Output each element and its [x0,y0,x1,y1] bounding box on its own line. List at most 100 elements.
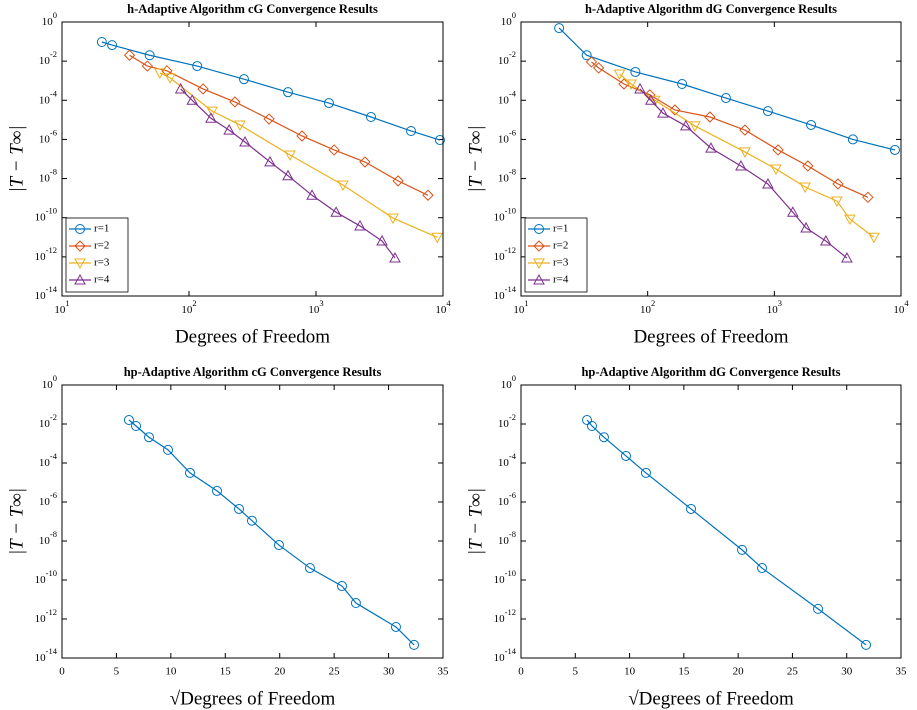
tick-exponent: -6 [509,127,516,137]
marker [813,603,824,614]
tick-label: 0 [59,666,65,678]
marker [757,563,768,574]
tick-base: 10 [498,172,510,184]
x-axis-label: Degrees of Freedom [633,326,788,347]
marker [705,142,717,153]
x-axis-label: √Degrees of Freedom [628,688,794,709]
marker [592,62,605,74]
marker [806,119,817,130]
marker [704,111,716,123]
marker [263,113,275,125]
tick-label: 35 [896,666,908,678]
tick-exponent: -8 [509,529,516,539]
tick-label: 100 [42,373,57,391]
tick-label: 10-14 [494,646,517,664]
marker [234,120,246,131]
tick-label: 15 [678,666,690,678]
tick-label: 10-12 [494,607,516,625]
marker [350,598,361,609]
tick-exponent: 2 [651,298,655,308]
tick-exponent: -6 [509,490,516,500]
marker [819,234,832,246]
tick-exponent: 1 [65,298,69,308]
tick-exponent: -2 [50,49,57,59]
tick-exponent: -4 [509,88,517,98]
tick-label: 5 [114,666,120,678]
marker [282,169,294,181]
tick-label: 10-4 [39,88,58,106]
marker [620,450,631,461]
marker [354,219,366,231]
tick-exponent: -12 [505,245,516,255]
marker [587,420,598,431]
marker [762,106,773,117]
tick-label: 10-14 [35,646,58,664]
tick-label: 10-8 [498,529,516,547]
marker [376,234,388,246]
tick-base: 10 [501,16,513,28]
tick-exponent: -2 [50,412,57,422]
marker [365,111,376,122]
tick-base: 10 [35,574,47,586]
marker [107,40,118,51]
tick-exponent: -8 [50,529,57,539]
marker [409,639,420,650]
marker [212,485,223,496]
marker [154,68,166,79]
series-line [639,88,848,259]
marker [273,540,284,551]
tick-base: 10 [35,211,47,223]
marker [328,144,340,156]
tick-label: 30 [383,666,395,678]
tick-label: 10-6 [39,127,57,145]
tick-exponent: 0 [53,10,57,20]
tick-base: 10 [498,535,510,547]
chart-title: h-Adaptive Algorithm cG Convergence Resu… [127,2,378,16]
marker [96,37,107,48]
marker [844,214,856,226]
tick-exponent: 2 [192,298,196,308]
tick-exponent: 3 [778,298,782,308]
marker [422,189,434,201]
tick-base: 10 [501,379,513,391]
tick-label: 104 [893,298,909,316]
marker [762,177,774,189]
marker [304,563,315,574]
marker [649,95,661,107]
marker [634,82,646,94]
tick-exponent: 3 [319,298,323,308]
tick-label: 10-8 [39,529,57,547]
marker [847,134,858,145]
marker [389,252,401,263]
tick-exponent: -12 [46,245,57,255]
tick-base: 10 [494,290,506,302]
legend-marker [533,273,545,285]
tick-label: 25 [787,666,799,678]
tick-base: 10 [42,379,54,391]
tick-exponent: -2 [509,412,516,422]
marker [657,107,669,118]
marker [174,82,187,94]
tick-label: 100 [501,10,516,28]
axes-frame [520,21,902,297]
tick-label: 10-6 [39,490,57,508]
tick-label: 10-10 [494,568,516,586]
marker [144,50,155,61]
tick-exponent: 0 [512,373,516,383]
tick-base: 10 [35,652,47,664]
legend-marker [534,224,544,234]
tick-label: 20 [733,666,745,678]
tick-label: 15 [220,666,232,678]
legend-label: r=3 [553,257,569,269]
tick-label: 102 [181,298,196,316]
marker [246,515,257,526]
tick-base: 10 [308,304,320,316]
series-line [558,27,896,151]
axes-frame [61,21,444,297]
tick-base: 10 [42,16,54,28]
tick-label: 10-4 [498,451,517,469]
tick-exponent: -10 [505,206,516,216]
tick-label: 10-8 [498,167,516,185]
tick-base: 10 [513,304,525,316]
